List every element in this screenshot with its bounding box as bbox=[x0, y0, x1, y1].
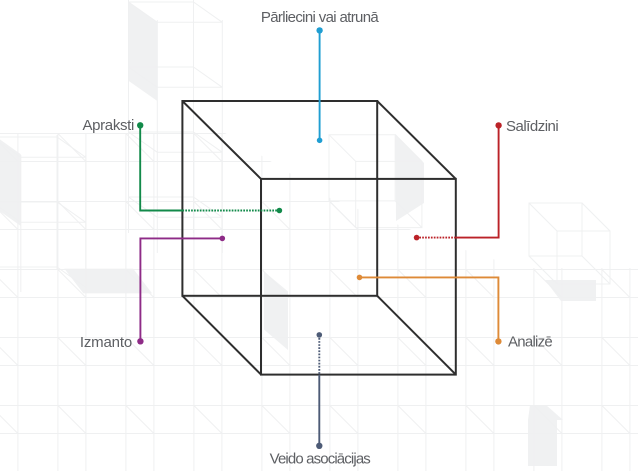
svg-text:Veido asociācijas: Veido asociācijas bbox=[270, 450, 371, 467]
svg-text:Izmanto: Izmanto bbox=[80, 334, 132, 351]
svg-text:Analizē: Analizē bbox=[508, 334, 552, 351]
svg-text:Salīdzini: Salīdzini bbox=[506, 118, 558, 135]
svg-text:Pārliecini vai atrunā: Pārliecini vai atrunā bbox=[261, 9, 380, 26]
svg-text:Apraksti: Apraksti bbox=[82, 117, 134, 134]
